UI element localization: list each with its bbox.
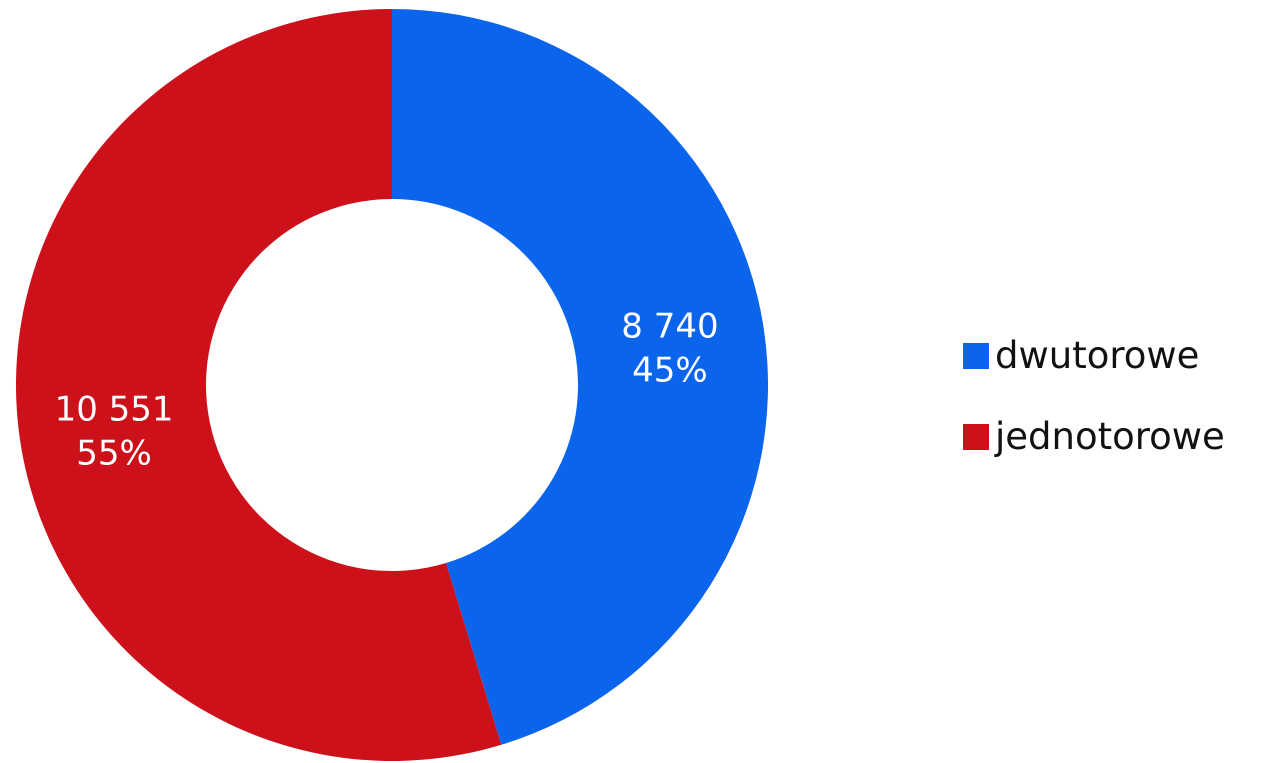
legend-item-jednotorowe: jednotorowe	[963, 415, 1225, 458]
slice-dwutorowe	[392, 9, 768, 745]
legend-swatch-jednotorowe	[963, 424, 989, 450]
slice-value-label-dwutorowe: 8 740	[621, 307, 718, 347]
legend-item-dwutorowe: dwutorowe	[963, 334, 1199, 377]
slice-value-label-jednotorowe: 10 551	[55, 389, 174, 429]
slices-layer	[15, 9, 768, 761]
slice-percent-label-dwutorowe: 45%	[632, 351, 708, 391]
slice-percent-label-jednotorowe: 55%	[76, 433, 152, 473]
legend-swatch-dwutorowe	[963, 343, 989, 369]
legend: dwutorowe jednotorowe	[963, 334, 1225, 458]
slice-jednotorowe	[15, 9, 502, 761]
legend-label-jednotorowe: jednotorowe	[994, 415, 1225, 458]
legend-label-dwutorowe: dwutorowe	[995, 334, 1199, 377]
